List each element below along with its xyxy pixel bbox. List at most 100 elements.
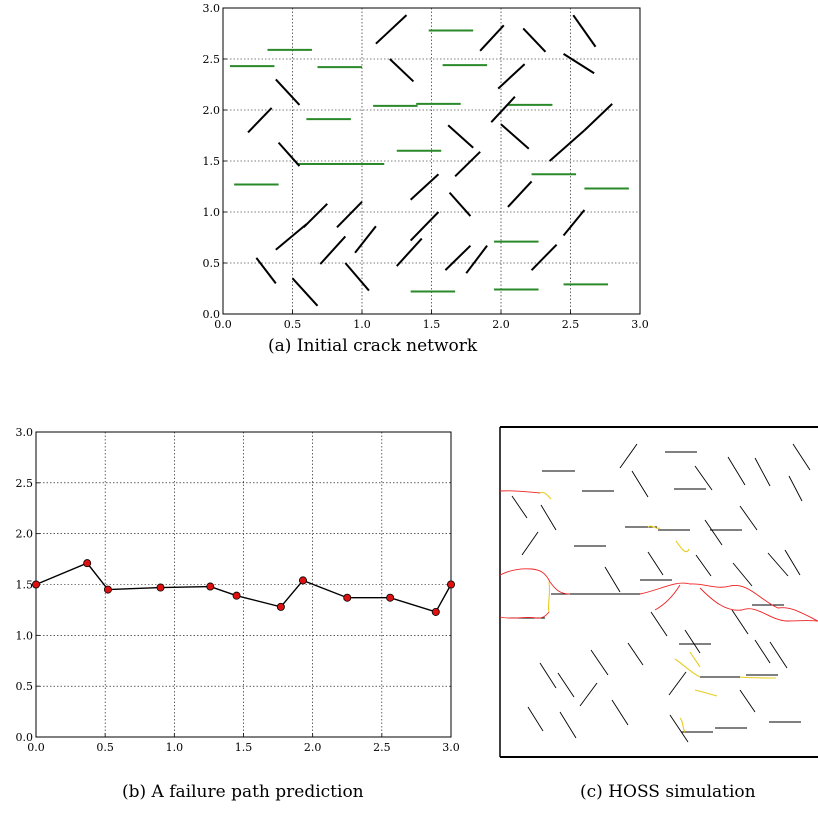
failure-path-line: [35, 562, 452, 613]
b-xtick-label: 0.0: [27, 741, 45, 754]
hoss-partial-damage-path: [674, 658, 701, 678]
failure-path-point: [276, 602, 285, 611]
a-ytick-label: 1.0: [203, 206, 221, 219]
a-xtick-label: 2.5: [562, 318, 580, 331]
hoss-crack: [704, 519, 723, 546]
failure-path-point: [232, 591, 241, 600]
hoss-partial-damage-path: [675, 540, 690, 553]
hoss-crack: [754, 457, 771, 487]
inclined-crack: [562, 209, 586, 237]
hoss-crack: [788, 475, 803, 502]
b-ytick-label: 1.0: [16, 629, 34, 642]
hoss-crack: [739, 689, 756, 713]
a-xtick-label: 3.0: [631, 318, 649, 331]
caption-failure-path: (b) A failure path prediction: [122, 782, 364, 802]
a-xtick-label: 1.5: [423, 318, 441, 331]
inclined-crack: [563, 53, 595, 75]
hoss-partial-damage-path: [689, 651, 701, 668]
a-ytick-label: 3.0: [203, 2, 221, 15]
hoss-crack: [527, 706, 544, 732]
inclined-crack: [447, 124, 474, 149]
inclined-crack: [275, 223, 308, 251]
hoss-partial-damage-path: [694, 689, 718, 697]
hoss-crack: [559, 711, 577, 739]
b-xtick-label: 2.0: [304, 741, 322, 754]
inclined-crack: [465, 245, 488, 274]
a-plot-frame: [222, 7, 641, 315]
inclined-crack: [275, 78, 301, 106]
hoss-crack: [631, 470, 649, 498]
inclined-crack: [448, 191, 472, 217]
hoss-crack: [511, 495, 528, 519]
inclined-crack: [344, 262, 370, 292]
hoss-crack: [694, 465, 713, 491]
b-xtick-label: 1.0: [166, 741, 184, 754]
hoss-crack: [539, 662, 557, 689]
inclined-crack: [409, 211, 440, 242]
inclined-crack: [396, 237, 423, 267]
inclined-crack: [454, 151, 481, 178]
a-xtick-label: 1.0: [353, 318, 371, 331]
caption-initial-crack-network: (a) Initial crack network: [268, 336, 478, 356]
inclined-crack: [530, 243, 558, 271]
hoss-crack: [767, 552, 789, 577]
a-ytick-label: 1.5: [203, 155, 221, 168]
hoss-damage-path: [699, 587, 818, 622]
hoss-crack: [739, 505, 758, 531]
b-xtick-label: 2.5: [373, 741, 391, 754]
a-ytick-label: 0.0: [203, 308, 221, 321]
inclined-crack: [507, 180, 533, 208]
b-xtick-label: 3.0: [442, 741, 460, 754]
inclined-crack: [255, 257, 277, 285]
inclined-crack: [548, 129, 586, 162]
hoss-crack: [619, 443, 638, 469]
failure-path-point: [431, 607, 440, 616]
hoss-partial-damage-path: [739, 676, 777, 679]
b-ytick-label: 0.0: [16, 731, 34, 744]
inclined-crack: [497, 63, 526, 90]
hoss-crack: [784, 549, 801, 576]
hoss-crack: [611, 699, 629, 726]
hoss-partial-damage-path: [647, 525, 661, 529]
inclined-crack: [336, 201, 363, 229]
b-xtick-label: 0.5: [96, 741, 114, 754]
b-ytick-label: 2.0: [16, 528, 34, 541]
failure-path-point: [446, 580, 455, 589]
a-xtick-label: 2.0: [492, 318, 510, 331]
inclined-crack: [490, 96, 516, 123]
failure-path-point: [83, 559, 92, 568]
hoss-crack: [684, 629, 701, 654]
hoss-crack: [604, 566, 621, 593]
inclined-crack: [572, 14, 597, 48]
inclined-crack: [522, 27, 547, 53]
inclined-crack: [277, 141, 301, 167]
hoss-partial-damage-path: [547, 581, 551, 613]
failure-path-point: [103, 585, 112, 594]
inclined-crack: [302, 203, 328, 229]
hoss-partial-damage-path: [679, 717, 686, 733]
hoss-crack: [769, 641, 788, 669]
inclined-crack: [291, 277, 319, 307]
hoss-crack: [727, 456, 746, 486]
inclined-crack: [319, 235, 347, 265]
b-ytick-label: 2.5: [16, 477, 34, 490]
inclined-crack: [375, 14, 408, 45]
inclined-crack: [583, 103, 613, 132]
inclined-crack: [479, 24, 505, 52]
failure-path-point: [156, 583, 165, 592]
b-ytick-label: 0.5: [16, 680, 34, 693]
failure-path-point: [298, 576, 307, 585]
hoss-crack: [557, 672, 575, 698]
hoss-crack: [754, 639, 771, 664]
hoss-crack: [792, 443, 811, 471]
a-xtick-label: 0.5: [284, 318, 302, 331]
inclined-crack: [247, 107, 273, 134]
b-ytick-label: 1.5: [16, 579, 34, 592]
caption-hoss-simulation: (c) HOSS simulation: [580, 782, 756, 802]
inclined-crack: [444, 244, 472, 271]
failure-path-point: [386, 593, 395, 602]
hoss-crack: [668, 671, 687, 696]
failure-path-point: [343, 593, 352, 602]
